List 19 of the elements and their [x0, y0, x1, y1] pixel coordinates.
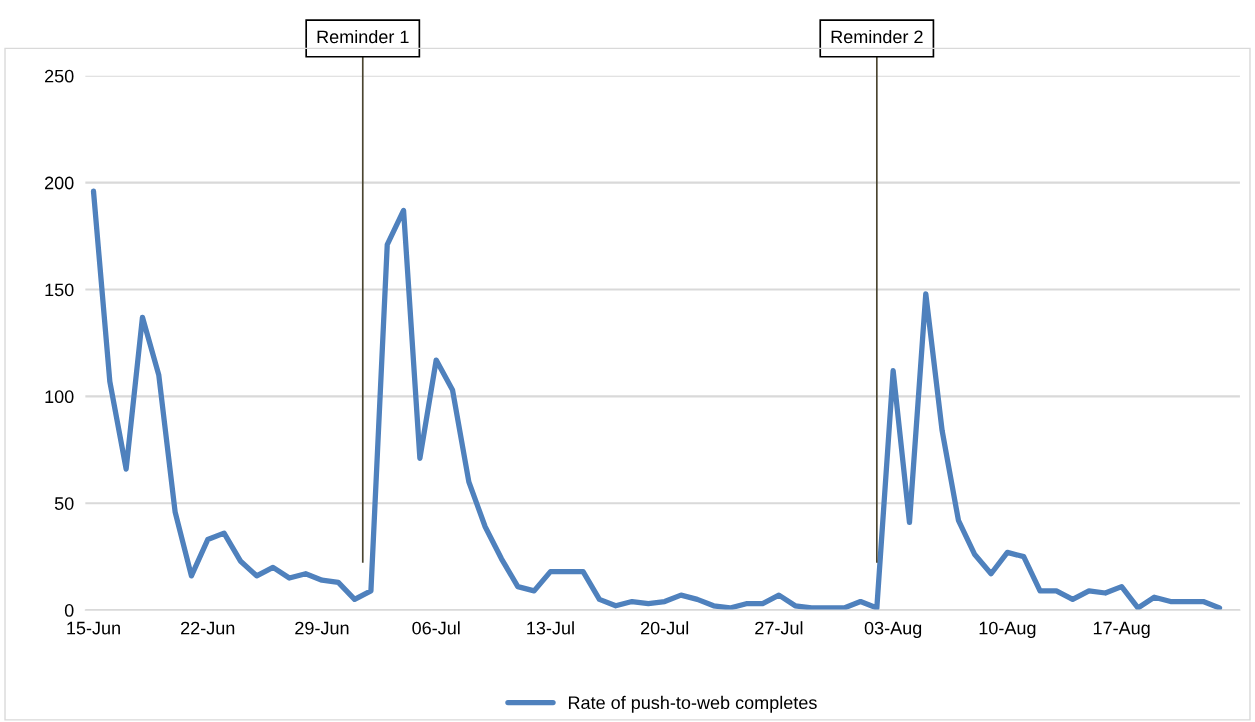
x-tick-label: 27-Jul: [755, 621, 803, 635]
x-tick-label: 17-Aug: [1093, 621, 1150, 639]
x-tick-label: 10-Aug: [979, 621, 1036, 639]
x-tick-label: 13-Jul: [527, 621, 574, 635]
y-tick-label: 0: [64, 604, 74, 617]
y-tick-label: 50: [54, 497, 74, 510]
ref-line-label: Reminder 2: [831, 29, 923, 44]
y-tick-label: 250: [45, 69, 74, 83]
y-tick-label: 100: [45, 390, 74, 404]
y-tick-label: 150: [45, 283, 74, 297]
x-tick-label: 15-Jun: [67, 621, 120, 635]
x-tick-label: 20-Jul: [641, 621, 689, 635]
x-tick-label: 22-Jun: [181, 621, 235, 635]
x-tick-label: 29-Jun: [295, 621, 349, 635]
legend-label: Rate of push-to-web completes: [568, 695, 817, 713]
x-tick-label: 06-Jul: [412, 621, 460, 635]
ref-line-label: Reminder 1: [317, 29, 409, 44]
x-tick-label: 03-Aug: [864, 621, 922, 639]
y-tick-label: 200: [45, 176, 74, 190]
